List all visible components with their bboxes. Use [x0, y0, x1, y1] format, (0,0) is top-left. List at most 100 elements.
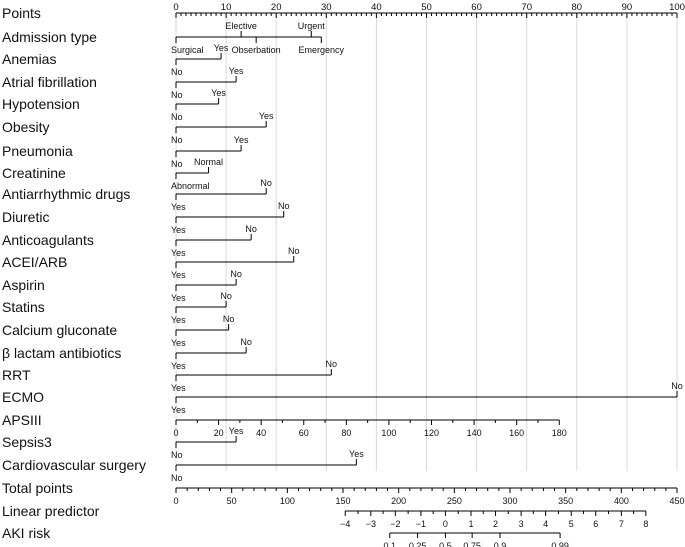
level-label: Yes	[234, 135, 249, 145]
level-label: Elective	[225, 21, 257, 31]
level-label: No	[240, 337, 252, 347]
total-points-tick-label: 100	[280, 496, 295, 506]
aki-risk-tick-label: 0.25	[409, 541, 427, 547]
level-label: No	[171, 473, 183, 483]
level-label: Yes	[171, 248, 186, 258]
row-label: ACEI/ARB	[2, 254, 67, 270]
level-label: Obserbation	[232, 45, 281, 55]
linear-predictor-tick-label: −3	[366, 519, 376, 529]
level-label: No	[171, 112, 183, 122]
level-label: Yes	[229, 66, 244, 76]
level-label: No	[220, 291, 232, 301]
row-label: Calcium gluconate	[2, 322, 117, 338]
level-label: Yes	[171, 270, 186, 280]
linear-predictor-tick-label: −2	[390, 519, 400, 529]
linear-predictor-tick-label: −4	[340, 519, 350, 529]
apsiii-tick-label: 120	[424, 428, 439, 438]
level-label: No	[171, 135, 183, 145]
row-label: Diuretic	[2, 209, 49, 225]
row-label: Linear predictor	[2, 503, 100, 519]
row-label: Antiarrhythmic drugs	[2, 186, 130, 202]
level-label: No	[171, 450, 183, 460]
linear-predictor-tick-label: 2	[493, 519, 498, 529]
total-points-tick-label: 450	[669, 496, 684, 506]
level-label: No	[260, 178, 272, 188]
points-tick-label: 10	[221, 2, 232, 13]
linear-predictor-tick-label: 1	[469, 519, 474, 529]
points-tick-label: 70	[521, 2, 532, 13]
total-points-tick-label: 0	[173, 496, 178, 506]
level-label: Abnormal	[171, 181, 210, 191]
total-points-tick-label: 300	[502, 496, 517, 506]
row-label: RRT	[2, 367, 31, 383]
row-label: Creatinine	[2, 165, 66, 181]
row-label: AKI risk	[2, 525, 51, 541]
row-label: Points	[2, 5, 41, 21]
aki-risk-tick-label: 0.99	[551, 541, 569, 547]
points-tick-label: 50	[421, 2, 432, 13]
level-label: Yes	[171, 202, 186, 212]
level-label: No	[288, 246, 300, 256]
row-label: β lactam antibiotics	[2, 345, 121, 361]
linear-predictor-tick-label: 0	[443, 519, 448, 529]
row-label: Statins	[2, 299, 45, 315]
total-points-tick-label: 250	[447, 496, 462, 506]
total-points-tick-label: 200	[391, 496, 406, 506]
linear-predictor-tick-label: 3	[519, 519, 524, 529]
linear-predictor-tick-label: 8	[643, 519, 648, 529]
level-label: No	[245, 224, 257, 234]
level-label: No	[278, 201, 290, 211]
row-label: Aspirin	[2, 277, 45, 293]
total-points-tick-label: 150	[335, 496, 350, 506]
level-label: Urgent	[298, 21, 326, 31]
row-label: Admission type	[2, 29, 97, 45]
apsiii-tick-label: 80	[341, 428, 351, 438]
points-tick-label: 90	[622, 2, 633, 13]
row-label: Atrial fibrillation	[2, 74, 97, 90]
row-label: Cardiovascular surgery	[2, 457, 146, 473]
points-tick-label: 60	[471, 2, 482, 13]
apsiii-tick-label: 100	[381, 428, 396, 438]
level-label: Yes	[259, 111, 274, 121]
linear-predictor-tick-label: 4	[543, 519, 548, 529]
row-labels: Points Admission type Anemias Atrial fibril…	[2, 5, 146, 541]
total-points-tick-label: 350	[558, 496, 573, 506]
apsiii-tick-label: 60	[299, 428, 309, 438]
level-label: Yes	[171, 225, 186, 235]
points-tick-label: 0	[173, 2, 178, 13]
linear-predictor-tick-label: −1	[416, 519, 426, 529]
points-tick-label: 40	[371, 2, 382, 13]
level-label: No	[230, 269, 242, 279]
row-label: ECMO	[2, 389, 44, 405]
apsiii-tick-label: 160	[509, 428, 524, 438]
points-tick-label: 80	[572, 2, 583, 13]
row-label: APSIII	[2, 412, 42, 428]
level-label: No	[171, 67, 183, 77]
level-label: Surgical	[171, 45, 204, 55]
level-label: Yes	[171, 338, 186, 348]
row-label: Pneumonia	[2, 143, 73, 159]
aki-risk-tick-label: 0.75	[463, 541, 481, 547]
level-label: No	[326, 359, 338, 369]
total-points-tick-label: 50	[227, 496, 237, 506]
linear-predictor-tick-label: 7	[619, 519, 624, 529]
points-tick-label: 100	[669, 2, 685, 13]
row-label: Hypotension	[2, 96, 80, 112]
level-label: Yes	[171, 293, 186, 303]
apsiii-tick-label: 140	[467, 428, 482, 438]
grid-lines	[175, 13, 678, 471]
row-label: Anticoagulants	[2, 232, 94, 248]
level-label: No	[171, 90, 183, 100]
row-label: Sepsis3	[2, 434, 52, 450]
apsiii-tick-label: 0	[173, 428, 178, 438]
level-label: Yes	[349, 449, 364, 459]
apsiii-tick-label: 20	[214, 428, 224, 438]
level-label: No	[671, 381, 683, 391]
level-label: Yes	[229, 426, 244, 436]
level-label: Yes	[214, 43, 229, 53]
level-label: Emergency	[299, 45, 345, 55]
level-label: No	[171, 159, 183, 169]
row-label: Anemias	[2, 51, 56, 67]
points-tick-label: 20	[271, 2, 282, 13]
